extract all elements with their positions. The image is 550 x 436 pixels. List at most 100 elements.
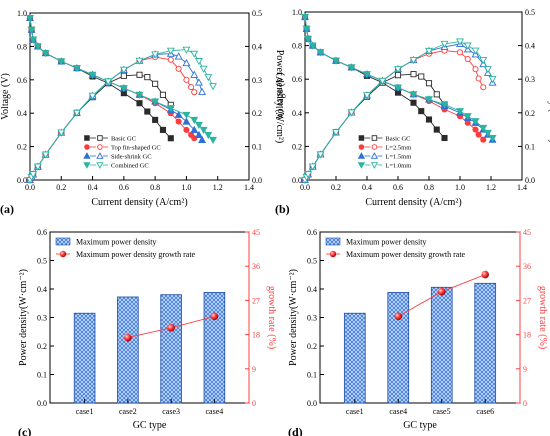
bar-case1 bbox=[343, 312, 366, 404]
y-left-tick-label: 0.5 bbox=[37, 257, 47, 266]
x-tick-label: 0.2 bbox=[56, 183, 66, 192]
y-right-tick-label: 36 bbox=[252, 262, 260, 271]
power-point bbox=[135, 57, 144, 65]
voltage-point bbox=[26, 14, 34, 23]
power-point bbox=[425, 80, 433, 87]
power-point bbox=[363, 92, 371, 100]
y-right-tick-label: 45 bbox=[252, 228, 260, 237]
voltage-point bbox=[418, 108, 425, 115]
y-left-tick-label: 0.0 bbox=[292, 176, 302, 185]
x-tick-label: 0.0 bbox=[300, 183, 310, 192]
legend: Basic GC Top fin-shaped GC Side-shrink GC C… bbox=[83, 135, 161, 169]
power-point bbox=[332, 129, 340, 137]
power-point bbox=[479, 56, 488, 65]
power-point bbox=[104, 78, 113, 86]
power-point bbox=[394, 66, 402, 74]
x-tick-label: 0.2 bbox=[331, 183, 341, 192]
legend-marker-filled bbox=[84, 144, 90, 150]
power-point bbox=[472, 66, 479, 73]
y-right-tick-label: 0.1 bbox=[252, 143, 262, 152]
legend-label: Maximum power density bbox=[76, 238, 156, 247]
y-right-tick-label: 0.3 bbox=[525, 75, 535, 84]
y-left-tick-label: 0.8 bbox=[292, 42, 302, 51]
power-point bbox=[378, 77, 387, 86]
y-left-tick-label: 0.6 bbox=[37, 228, 47, 237]
y-right-tick-label: 0.0 bbox=[525, 176, 535, 185]
bar-case5 bbox=[430, 286, 453, 404]
power-point bbox=[188, 84, 195, 91]
x-tick-label: case3 bbox=[162, 407, 180, 416]
y-left-axis-label: Voltage (V) bbox=[0, 73, 11, 120]
growth-rate-point bbox=[437, 287, 446, 296]
voltage-point bbox=[135, 91, 144, 99]
voltage-point bbox=[456, 108, 464, 116]
x-tick-label: 0.4 bbox=[88, 183, 98, 192]
power-point bbox=[199, 65, 208, 73]
y-left-tick-label: 0.4 bbox=[37, 285, 47, 294]
voltage-point bbox=[199, 126, 208, 135]
y-right-tick-label: 0.4 bbox=[252, 42, 262, 51]
x-tick-label: 1.0 bbox=[455, 183, 465, 192]
legend-label: Basic GC bbox=[385, 135, 410, 142]
power-point bbox=[183, 76, 190, 83]
legend-label: L=1.0mm bbox=[385, 162, 411, 169]
voltage-point bbox=[480, 136, 487, 143]
legend-marker-filled bbox=[84, 135, 90, 141]
y-left-tick-label: 0.2 bbox=[17, 143, 27, 152]
x-tick-label: 1.4 bbox=[517, 183, 527, 192]
voltage-point bbox=[471, 118, 480, 126]
y-left-tick-label: 0.1 bbox=[37, 371, 47, 380]
power-point bbox=[308, 163, 317, 171]
x-tick-label: 0.0 bbox=[25, 183, 35, 192]
legend-marker-open bbox=[97, 135, 103, 141]
voltage-point bbox=[479, 124, 488, 133]
voltage-point bbox=[483, 129, 492, 138]
power-point bbox=[144, 74, 151, 81]
power-point bbox=[29, 171, 38, 179]
voltage-point bbox=[167, 135, 174, 142]
voltage-point bbox=[425, 116, 433, 123]
y-right-axis-label: Power density (W/cm²) bbox=[274, 50, 285, 144]
y-right-tick-label: 9 bbox=[523, 365, 527, 374]
power-point bbox=[475, 75, 482, 82]
y-left-tick-label: 0.3 bbox=[307, 314, 317, 323]
y-left-tick-label: 0.4 bbox=[17, 109, 27, 118]
voltage-point bbox=[394, 84, 402, 92]
power-point bbox=[41, 151, 50, 159]
power-point bbox=[194, 78, 203, 86]
y-right-tick-label: 45 bbox=[523, 228, 531, 237]
y-left-tick-label: 0.0 bbox=[307, 399, 317, 408]
power-point bbox=[174, 52, 183, 60]
growth-rate-point bbox=[481, 270, 490, 279]
power-point bbox=[152, 80, 159, 87]
voltage-point bbox=[464, 119, 471, 126]
y-left-tick-label: 0.2 bbox=[307, 342, 317, 351]
voltage-point bbox=[198, 135, 207, 143]
x-axis-label: Current density (A/cm²) bbox=[91, 197, 187, 208]
bar-case1 bbox=[73, 312, 96, 404]
voltage-line bbox=[304, 16, 484, 141]
panel-label: (b) bbox=[275, 202, 290, 216]
y-right-axis-label: growth rate (%) bbox=[266, 286, 277, 349]
panel-d: 0.0 0.1 0.2 0.3 0.4 0.5 0.6 0 9 18 27 36 45 case1 case… bbox=[288, 228, 548, 436]
voltage-point bbox=[194, 130, 203, 138]
y-left-tick-label: 0.0 bbox=[17, 176, 27, 185]
bar-case6 bbox=[474, 282, 497, 404]
voltage-point bbox=[409, 91, 418, 99]
voltage-point bbox=[183, 126, 190, 133]
power-point bbox=[33, 163, 42, 171]
y-right-tick-label: 0.0 bbox=[252, 176, 262, 185]
bar-case3 bbox=[160, 294, 182, 404]
power-point bbox=[456, 38, 464, 46]
bar-case2 bbox=[117, 296, 139, 404]
voltage-point bbox=[308, 42, 317, 50]
y-right-tick-label: 0.3 bbox=[252, 76, 262, 85]
growth-rate-point bbox=[210, 312, 219, 321]
y-left-axis-label: Voltage (V) bbox=[275, 73, 286, 120]
legend-swatch-bar bbox=[325, 237, 341, 246]
x-tick-label: 1.2 bbox=[486, 183, 496, 192]
x-tick-label: case2 bbox=[119, 407, 137, 416]
plot-frame bbox=[29, 12, 250, 181]
y-left-tick-label: 0.1 bbox=[307, 371, 317, 380]
y-right-axis-label: growth rate (%) bbox=[537, 286, 548, 349]
